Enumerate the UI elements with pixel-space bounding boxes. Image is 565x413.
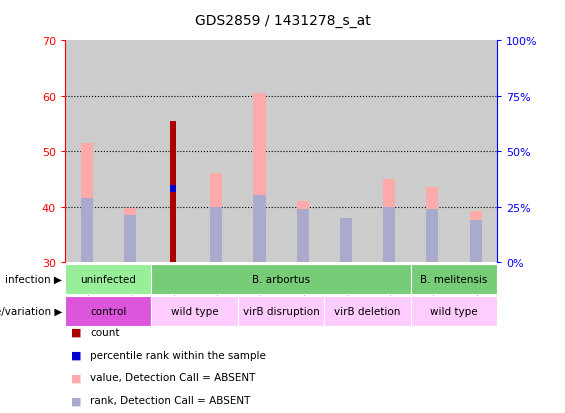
Text: control: control xyxy=(90,306,127,316)
Bar xyxy=(367,41,411,262)
Bar xyxy=(124,215,136,262)
Text: virB deletion: virB deletion xyxy=(334,306,401,316)
Bar xyxy=(324,296,411,326)
Bar xyxy=(411,41,454,262)
Bar xyxy=(297,202,308,262)
Text: ■: ■ xyxy=(71,395,81,405)
Bar xyxy=(65,296,151,326)
Text: rank, Detection Call = ABSENT: rank, Detection Call = ABSENT xyxy=(90,395,251,405)
Text: wild type: wild type xyxy=(171,306,219,316)
Text: count: count xyxy=(90,327,120,337)
Bar xyxy=(210,174,222,262)
Bar xyxy=(65,41,108,262)
Bar xyxy=(340,218,352,262)
Bar xyxy=(324,41,368,262)
Bar xyxy=(238,41,281,262)
Text: GDS2859 / 1431278_s_at: GDS2859 / 1431278_s_at xyxy=(194,14,371,28)
Bar xyxy=(151,264,411,294)
Text: ■: ■ xyxy=(71,350,81,360)
Bar xyxy=(254,196,266,262)
Bar xyxy=(340,220,352,262)
Text: uninfected: uninfected xyxy=(80,274,136,284)
Bar xyxy=(238,296,324,326)
Bar xyxy=(411,296,497,326)
Bar xyxy=(383,179,395,262)
Text: virB disruption: virB disruption xyxy=(243,306,319,316)
Text: wild type: wild type xyxy=(430,306,478,316)
Text: genotype/variation ▶: genotype/variation ▶ xyxy=(0,306,62,316)
Bar xyxy=(81,199,93,262)
Bar xyxy=(194,41,238,262)
Bar xyxy=(383,207,395,262)
Text: value, Detection Call = ABSENT: value, Detection Call = ABSENT xyxy=(90,373,256,382)
Bar xyxy=(210,207,222,262)
Bar xyxy=(151,296,238,326)
Bar xyxy=(470,211,481,262)
Bar xyxy=(170,186,176,192)
Bar xyxy=(470,221,481,262)
Bar xyxy=(170,121,176,262)
Bar xyxy=(454,41,497,262)
Bar xyxy=(124,209,136,262)
Bar xyxy=(297,210,308,262)
Text: percentile rank within the sample: percentile rank within the sample xyxy=(90,350,266,360)
Bar xyxy=(254,94,266,262)
Text: B. melitensis: B. melitensis xyxy=(420,274,488,284)
Text: ■: ■ xyxy=(71,373,81,382)
Text: infection ▶: infection ▶ xyxy=(5,274,62,284)
Bar xyxy=(427,210,438,262)
Bar xyxy=(108,41,151,262)
Bar xyxy=(151,41,194,262)
Bar xyxy=(81,143,93,262)
Bar xyxy=(411,264,497,294)
Text: B. arbortus: B. arbortus xyxy=(252,274,310,284)
Bar xyxy=(427,188,438,262)
Bar xyxy=(65,264,151,294)
Text: ■: ■ xyxy=(71,327,81,337)
Bar xyxy=(281,41,324,262)
